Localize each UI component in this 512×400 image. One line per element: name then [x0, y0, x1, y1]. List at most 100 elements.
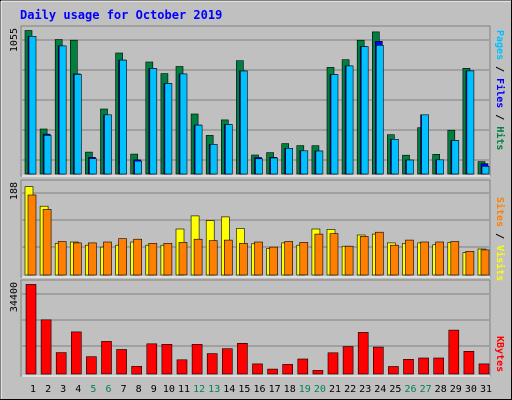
sites-bar-day-25	[390, 244, 399, 276]
x-tick-label-day-28: 28	[435, 384, 447, 395]
pages-bar-day-5	[89, 158, 97, 175]
kbytes-bar-day-25	[388, 366, 399, 375]
legend-pages: Pages	[494, 30, 505, 60]
pages-bar-day-13	[209, 144, 218, 175]
pages-bar-day-14	[225, 124, 233, 175]
sites-bar-day-19	[299, 242, 309, 276]
pages-bar-day-19	[300, 150, 309, 175]
kbytes-bar-day-15	[237, 342, 248, 375]
pages-bar-day-25	[391, 139, 399, 175]
kbytes-bar-day-21	[327, 352, 339, 375]
pages-bar-day-28	[436, 159, 445, 175]
kbytes-bar-day-16	[252, 363, 263, 375]
kbytes-bar-day-7	[116, 349, 127, 375]
pages-bar-day-16	[255, 158, 263, 175]
sites-bar-day-24	[374, 231, 384, 276]
x-tick-label-day-7: 7	[121, 384, 127, 395]
legend-hits: Hits	[494, 126, 506, 150]
kbytes-bar-day-10	[161, 343, 173, 375]
sites-bar-day-28	[435, 241, 445, 276]
kbytes-bar-day-14	[222, 348, 233, 375]
sites-bar-day-30	[465, 251, 475, 276]
pages-bar-day-7	[119, 59, 127, 175]
sites-y-tick: 188	[9, 182, 20, 200]
sites-bar-day-13	[208, 240, 218, 276]
pages-bar-day-18	[285, 148, 294, 175]
x-tick-label-day-5: 5	[90, 384, 96, 395]
kbytes-bar-day-31	[478, 363, 490, 375]
pages-bar-day-31	[481, 166, 490, 175]
pages-bar-day-10	[164, 83, 173, 175]
chart-title: Daily usage for October 2019	[20, 8, 222, 22]
x-tick-label-day-2: 2	[45, 384, 51, 395]
kbytes-bar-day-26	[403, 358, 414, 375]
sites-bar-day-16	[254, 241, 263, 276]
pages-bar-day-23	[360, 46, 369, 175]
pages-bar-day-22	[345, 65, 354, 175]
pages-bar-day-29	[451, 140, 460, 175]
kbytes-bar-day-6	[101, 341, 112, 375]
legend-sep: /	[494, 108, 505, 126]
legend-sites-visits: Sites / Visits	[494, 197, 506, 281]
pages-bar-day-4	[74, 74, 82, 175]
kbytes-bar-day-22	[342, 346, 354, 375]
x-tick-label-day-20: 20	[314, 384, 326, 395]
sites-bar-day-31	[480, 249, 490, 276]
x-tick-label-day-15: 15	[238, 384, 250, 395]
sites-bar-day-8	[133, 238, 142, 276]
pages-bar-day-8	[134, 160, 142, 175]
kbytes-bar-day-1	[25, 284, 37, 375]
kbytes-bar-day-12	[191, 343, 203, 375]
x-tick-label-day-9: 9	[151, 384, 157, 395]
pages-bar-day-11	[179, 73, 188, 175]
sites-bar-day-14	[224, 239, 233, 276]
kbytes-bar-day-2	[40, 319, 52, 375]
x-tick-label-day-26: 26	[404, 384, 416, 395]
kbytes-bar-day-27	[418, 357, 429, 375]
x-axis-day-labels: 1 2 3 4 5 6 7 8 9 10 11 12 13 14 15 16 17 18 19 20 21 22 23 24 2…	[30, 384, 492, 395]
pages-bar-day-1	[28, 35, 37, 175]
kbytes-bar-day-30	[463, 350, 475, 375]
pages-bar-day-15	[240, 70, 248, 175]
kbytes-y-tick: 34400	[9, 282, 20, 312]
pages-bar-day-9	[149, 68, 158, 175]
x-tick-label-day-1: 1	[30, 384, 36, 395]
sites-bar-day-27	[420, 241, 429, 276]
pages-bar-day-24	[375, 44, 384, 175]
kbytes-bar-day-19	[297, 358, 309, 375]
kbytes-bar-day-4	[71, 331, 82, 375]
kbytes-bar-day-5	[86, 356, 97, 375]
legend-visits: Visits	[494, 245, 506, 281]
sites-bar-day-23	[359, 236, 369, 276]
pages-bar-day-26	[406, 159, 414, 175]
pages-bar-day-3	[58, 45, 67, 175]
x-tick-label-day-3: 3	[60, 384, 66, 395]
kbytes-bar-day-24	[372, 346, 384, 375]
pages-bar-day-21	[330, 74, 339, 175]
x-tick-label-day-11: 11	[178, 384, 190, 395]
pages-bar-day-30	[466, 70, 475, 175]
x-tick-label-day-10: 10	[163, 384, 175, 395]
legend-kbytes-label: KBytes	[494, 336, 505, 372]
sites-bar-day-6	[103, 241, 112, 276]
kbytes-bar-day-13	[206, 353, 218, 375]
x-tick-label-day-31: 31	[480, 384, 492, 395]
sites-bar-day-22	[344, 245, 354, 276]
pages-bar-day-6	[104, 114, 112, 175]
pages-bar-day-17	[270, 157, 278, 175]
sites-bar-day-1	[27, 194, 37, 276]
sites-bar-day-9	[148, 243, 158, 276]
pages-bar-day-20	[315, 150, 324, 175]
kbytes-bar-day-3	[55, 352, 67, 375]
pages-bar-day-27	[421, 114, 429, 175]
pages-bar-day-2	[43, 135, 52, 175]
x-tick-label-day-18: 18	[284, 384, 296, 395]
sites-bar-day-29	[450, 241, 460, 276]
panel-hits-files-pages	[20, 25, 491, 177]
sites-bar-day-20	[314, 233, 324, 276]
x-tick-label-day-30: 30	[465, 384, 477, 395]
x-tick-label-day-29: 29	[450, 384, 462, 395]
legend-hits-files-pages: Pages / Files / Hits	[494, 30, 506, 150]
legend-sep: /	[494, 227, 505, 245]
